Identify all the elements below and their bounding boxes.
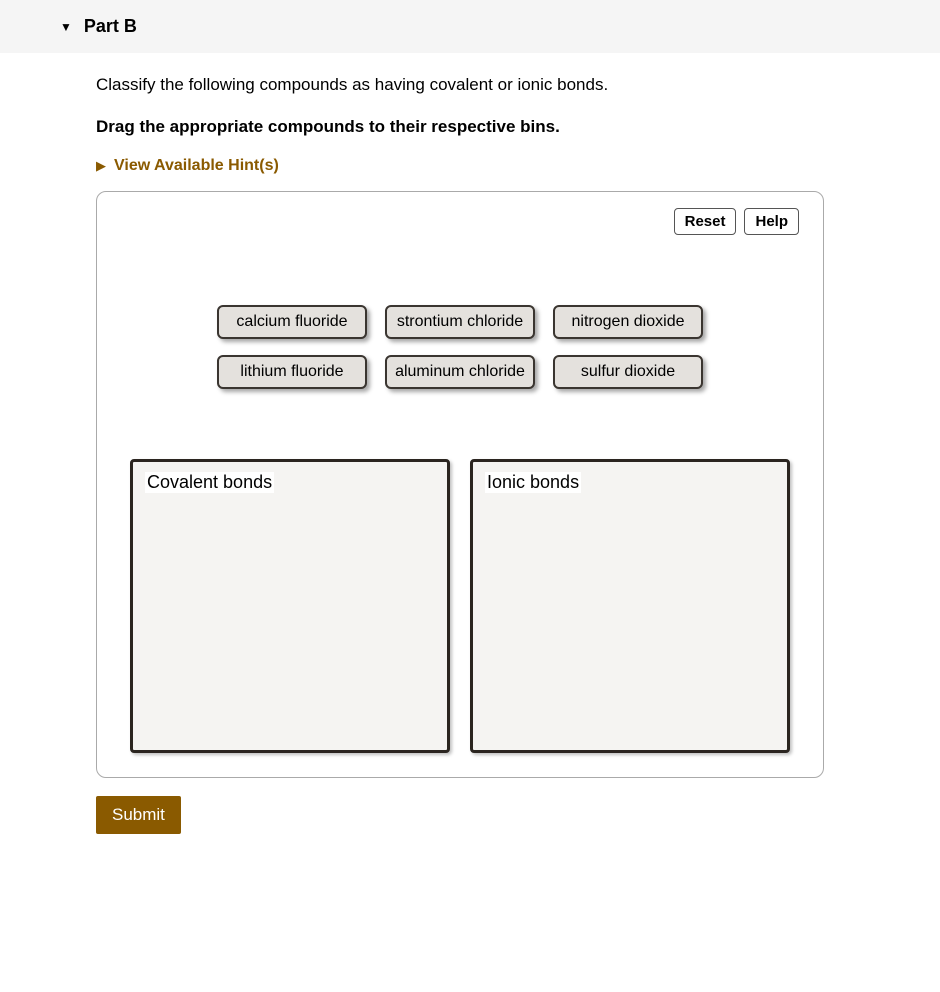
tile-label: nitrogen dioxide bbox=[572, 314, 685, 330]
tile-label: strontium chloride bbox=[397, 314, 523, 330]
compound-tile[interactable]: lithium fluoride bbox=[217, 355, 367, 389]
tile-label: aluminum chloride bbox=[395, 364, 525, 380]
collapse-icon[interactable]: ▼ bbox=[60, 20, 72, 34]
page-root: ▼ Part B Classify the following compound… bbox=[0, 0, 940, 834]
compound-tile[interactable]: strontium chloride bbox=[385, 305, 535, 339]
content-area: Classify the following compounds as havi… bbox=[0, 73, 870, 834]
tile-label: sulfur dioxide bbox=[581, 364, 675, 380]
workspace-toolbar: Reset Help bbox=[121, 208, 799, 235]
tile-label: lithium fluoride bbox=[240, 364, 343, 380]
hints-label: View Available Hint(s) bbox=[114, 157, 279, 175]
compound-tile[interactable]: aluminum chloride bbox=[385, 355, 535, 389]
compound-tile[interactable]: calcium fluoride bbox=[217, 305, 367, 339]
bin-label: Covalent bonds bbox=[145, 472, 274, 493]
submit-button[interactable]: Submit bbox=[96, 796, 181, 834]
bins-row: Covalent bonds Ionic bonds bbox=[121, 459, 799, 753]
hints-toggle[interactable]: ▶ View Available Hint(s) bbox=[96, 157, 870, 175]
part-title: Part B bbox=[84, 16, 137, 37]
question-instruction: Drag the appropriate compounds to their … bbox=[96, 117, 870, 137]
workspace-panel: Reset Help calcium fluoride strontium ch… bbox=[96, 191, 824, 778]
tiles-area: calcium fluoride strontium chloride nitr… bbox=[121, 305, 799, 389]
ionic-bin[interactable]: Ionic bonds bbox=[470, 459, 790, 753]
question-prompt: Classify the following compounds as havi… bbox=[96, 73, 870, 97]
reset-button[interactable]: Reset bbox=[674, 208, 737, 235]
compound-tile[interactable]: nitrogen dioxide bbox=[553, 305, 703, 339]
part-header: ▼ Part B bbox=[0, 0, 940, 53]
expand-icon: ▶ bbox=[96, 158, 106, 174]
covalent-bin[interactable]: Covalent bonds bbox=[130, 459, 450, 753]
help-button[interactable]: Help bbox=[744, 208, 799, 235]
tile-label: calcium fluoride bbox=[236, 314, 347, 330]
submit-row: Submit bbox=[96, 796, 870, 834]
compound-tile[interactable]: sulfur dioxide bbox=[553, 355, 703, 389]
bin-label: Ionic bonds bbox=[485, 472, 581, 493]
